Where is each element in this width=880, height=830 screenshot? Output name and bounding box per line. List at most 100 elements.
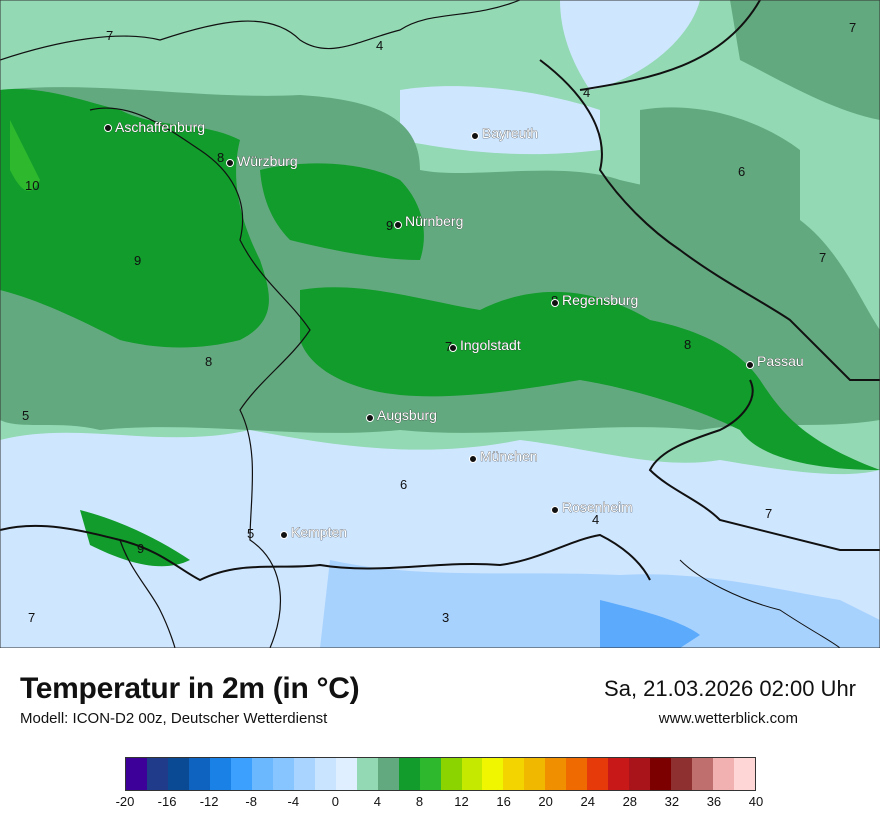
legend-tick-label: -8 <box>245 794 257 809</box>
legend-tick-label: 20 <box>538 794 553 809</box>
legend-tick-label: 8 <box>415 794 424 809</box>
city-regensburg[interactable]: Regensburg <box>551 292 639 308</box>
isotherm-label: 9 <box>137 541 144 556</box>
city-label: Rosenheim <box>562 499 633 515</box>
legend-swatch <box>503 758 525 790</box>
alps-cold-core <box>600 600 700 648</box>
legend-tick-label: 40 <box>748 794 764 809</box>
legend-swatch <box>608 758 630 790</box>
city-marker <box>471 132 479 140</box>
legend-tick-label: 28 <box>622 794 638 809</box>
city-label: Ingolstadt <box>460 337 521 353</box>
city-marker <box>226 159 234 167</box>
country-border-at-south <box>0 524 651 582</box>
isotherm-label: 5 <box>22 408 29 423</box>
isotherm-label: 5 <box>247 526 254 541</box>
city-kempten[interactable]: Kempten <box>280 524 348 540</box>
city-wuerzburg[interactable]: Würzburg <box>226 153 298 169</box>
legend-swatch <box>629 758 651 790</box>
legend-swatch <box>671 758 693 790</box>
country-border-at-east <box>648 379 880 551</box>
isotherm-label: 3 <box>442 610 449 625</box>
legend-swatch <box>335 758 357 790</box>
city-label: Würzburg <box>237 153 298 169</box>
legend-tick-label: 0 <box>331 794 339 809</box>
legend-tick-label: -4 <box>287 794 300 809</box>
warm-region-bodensee <box>80 510 190 567</box>
legend-swatch <box>713 758 735 790</box>
legend-swatch <box>419 758 441 790</box>
warm-region-danube <box>300 287 880 470</box>
city-marker <box>469 455 477 463</box>
legend-swatch <box>230 758 252 790</box>
city-label: Augsburg <box>377 407 437 423</box>
legend-swatch <box>251 758 273 790</box>
isotherm-label: 7 <box>28 610 35 625</box>
page-title: Temperatur in 2m (in °C) <box>20 672 360 705</box>
city-augsburg[interactable]: Augsburg <box>366 407 437 423</box>
city-muenchen[interactable]: München <box>469 448 538 464</box>
legend-swatch <box>524 758 546 790</box>
isotherm-label: 6 <box>400 477 407 492</box>
legend-swatch <box>650 758 672 790</box>
website-link[interactable]: www.wetterblick.com <box>658 710 798 727</box>
city-ingolstadt[interactable]: Ingolstadt <box>449 337 521 353</box>
lake-border <box>119 539 176 648</box>
city-marker <box>449 344 457 352</box>
cold-region-ne <box>560 0 700 90</box>
legend-tick-label: 24 <box>580 794 595 809</box>
legend-swatch <box>272 758 294 790</box>
legend-tick-label: -12 <box>199 794 219 809</box>
isotherm-label: 4 <box>583 85 590 100</box>
city-label: Bayreuth <box>482 125 538 141</box>
legend-swatch <box>587 758 609 790</box>
legend-swatch <box>692 758 714 790</box>
legend-swatch <box>566 758 588 790</box>
city-marker <box>551 506 559 514</box>
legend-tick-label: 16 <box>496 794 511 809</box>
city-marker <box>746 361 754 369</box>
mild-band-east <box>640 107 800 230</box>
legend-tick-label: 4 <box>373 794 382 809</box>
city-marker <box>104 124 112 132</box>
cold-region-north <box>400 86 600 155</box>
city-bayreuth[interactable]: Bayreuth <box>471 125 539 141</box>
country-border-cz <box>539 59 880 381</box>
city-label: München <box>480 448 538 464</box>
state-border-west <box>89 107 311 648</box>
isotherm-label: 4 <box>592 512 599 527</box>
city-label: Aschaffenburg <box>115 119 205 135</box>
city-nuernberg[interactable]: Nürnberg <box>394 213 464 229</box>
city-label: Regensburg <box>562 292 638 308</box>
legend-swatch <box>377 758 399 790</box>
temperature-map[interactable]: 7 4 4 7 8 10 9 9 6 7 8 8 7 8 5 6 4 7 5 9… <box>0 0 880 648</box>
legend-tick-label: -20 <box>115 794 135 809</box>
isotherm-label: 6 <box>738 164 745 179</box>
city-passau[interactable]: Passau <box>746 353 804 369</box>
city-marker <box>551 299 559 307</box>
isotherm-label: 8 <box>684 337 691 352</box>
city-aschaffenburg[interactable]: Aschaffenburg <box>104 119 206 135</box>
legend-swatch <box>398 758 420 790</box>
mild-band-ne <box>730 0 880 120</box>
legend-swatch <box>146 758 168 790</box>
city-rosenheim[interactable]: Rosenheim <box>551 499 633 515</box>
isotherm-label: 9 <box>386 218 393 233</box>
map-footer: Temperatur in 2m (in °C) Modell: ICON-D2… <box>0 648 880 830</box>
austria-inner-border <box>679 559 841 648</box>
isotherm-label: 8 <box>205 354 212 369</box>
warmest-spot <box>10 120 40 191</box>
legend-swatch <box>545 758 567 790</box>
city-label: Nürnberg <box>405 213 463 229</box>
legend-tick-label: -16 <box>157 794 177 809</box>
legend-tick-label: 32 <box>664 794 680 809</box>
color-scale-legend <box>125 757 756 791</box>
model-source: Modell: ICON-D2 00z, Deutscher Wetterdie… <box>20 710 328 727</box>
state-border-north <box>0 0 521 61</box>
isotherm-label: 7 <box>819 250 826 265</box>
isotherm-label: 10 <box>25 178 39 193</box>
legend-tick-label: 36 <box>706 794 722 809</box>
legend-swatch <box>440 758 462 790</box>
city-label: Kempten <box>291 524 347 540</box>
isotherm-label: 7 <box>106 28 113 43</box>
